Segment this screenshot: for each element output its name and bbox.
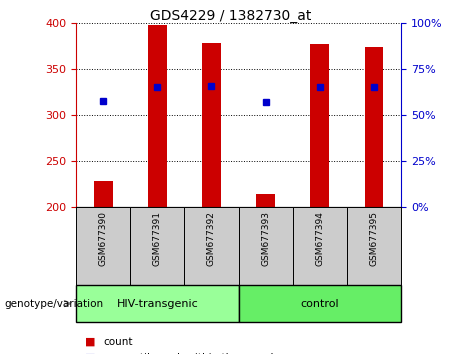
Text: ■: ■ [85, 353, 96, 354]
Text: GDS4229 / 1382730_at: GDS4229 / 1382730_at [150, 9, 311, 23]
Text: GSM677393: GSM677393 [261, 211, 270, 266]
Text: GSM677395: GSM677395 [369, 211, 378, 266]
Bar [76, 285, 238, 322]
Bar [130, 207, 184, 285]
Text: percentile rank within the sample: percentile rank within the sample [104, 353, 280, 354]
Text: GSM677392: GSM677392 [207, 211, 216, 266]
Text: GSM677390: GSM677390 [99, 211, 108, 266]
Bar [239, 207, 293, 285]
Bar [256, 194, 275, 207]
Bar [202, 43, 221, 207]
Text: GSM677394: GSM677394 [315, 211, 325, 266]
Bar [94, 181, 112, 207]
Bar [347, 207, 401, 285]
Bar [310, 44, 329, 207]
Text: GSM677391: GSM677391 [153, 211, 162, 266]
Text: count: count [104, 337, 133, 347]
Text: control: control [301, 298, 339, 309]
Bar [148, 25, 167, 207]
Bar [365, 47, 384, 207]
Bar [293, 207, 347, 285]
Bar [184, 207, 238, 285]
Text: genotype/variation: genotype/variation [5, 298, 104, 309]
Bar [239, 285, 401, 322]
Text: HIV-transgenic: HIV-transgenic [117, 298, 198, 309]
Bar [76, 207, 130, 285]
Text: ■: ■ [85, 337, 96, 347]
